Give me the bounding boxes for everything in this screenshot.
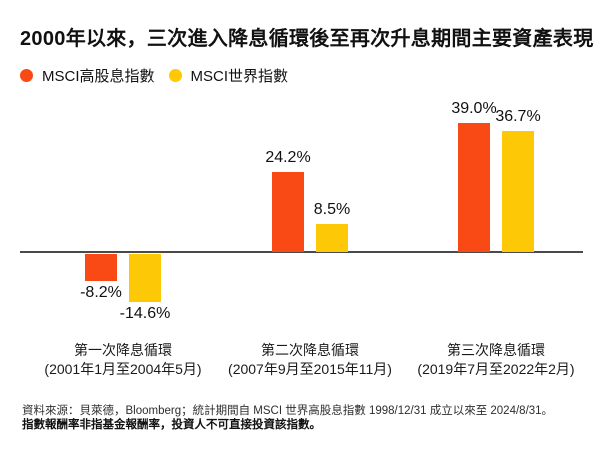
value-label-msci-world-cycle-3: 36.7%	[495, 107, 541, 125]
legend-label: MSCI高股息指數	[42, 68, 155, 85]
value-label-msci-high-dividend-cycle-3: 39.0%	[451, 100, 497, 118]
footer: 資料來源：貝萊德，Bloomberg；統計期間自 MSCI 世界高股息指數 19…	[22, 404, 553, 432]
chart-title: 2000年以來，三次進入降息循環後至再次升息期間主要資產表現	[20, 28, 594, 50]
category-name: 第一次降息循環	[74, 342, 172, 358]
value-label-msci-world-cycle-2: 8.5%	[313, 200, 351, 218]
bar-msci-world-cycle-1	[129, 254, 161, 303]
legend-item-msci-world: MSCI世界指數	[168, 65, 289, 86]
category-label-cycle-1: 第一次降息循環 (2001年1月至2004年5月)	[44, 341, 201, 379]
bar-msci-world-cycle-3	[502, 130, 534, 252]
value-label-msci-world-cycle-1: -14.6%	[119, 305, 171, 323]
category-period: (2007年9月至2015年11月)	[228, 361, 392, 377]
source-note: 資料來源：貝萊德，Bloomberg；統計期間自 MSCI 世界高股息指數 19…	[22, 405, 554, 417]
legend-item-msci-high-dividend: MSCI高股息指數	[20, 65, 155, 86]
legend-label: MSCI世界指數	[190, 68, 289, 85]
bar-msci-high-dividend-cycle-2	[272, 172, 304, 252]
category-name: 第二次降息循環	[261, 342, 359, 358]
legend-dot-icon	[20, 69, 33, 82]
disclaimer-note: 指數報酬率非指基金報酬率，投資人不可直接投資該指數。	[22, 419, 321, 431]
bar-msci-high-dividend-cycle-1	[85, 254, 117, 282]
zero-axis-line	[20, 251, 583, 253]
category-label-cycle-3: 第三次降息循環 (2019年7月至2022年2月)	[417, 341, 574, 379]
bar-msci-high-dividend-cycle-3	[458, 123, 490, 252]
value-label-msci-high-dividend-cycle-1: -8.2%	[80, 284, 122, 302]
legend-dot-icon	[168, 69, 182, 82]
category-period: (2001年1月至2004年5月)	[44, 361, 202, 377]
value-label-msci-high-dividend-cycle-2: 24.2%	[265, 149, 311, 167]
legend: MSCI高股息指數 MSCI世界指數	[20, 65, 288, 86]
bar-msci-world-cycle-2	[316, 223, 348, 252]
category-name: 第三次降息循環	[447, 342, 545, 358]
category-label-cycle-2: 第二次降息循環 (2007年9月至2015年11月)	[228, 341, 392, 379]
category-period: (2019年7月至2022年2月)	[417, 361, 575, 377]
